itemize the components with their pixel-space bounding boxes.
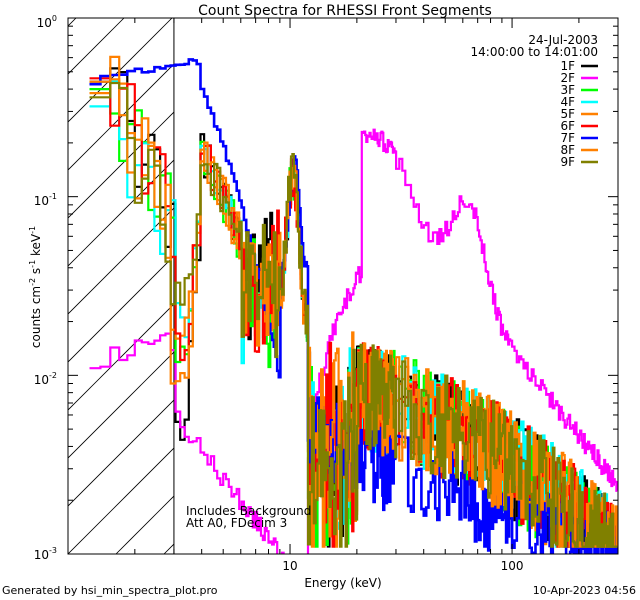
legend-label-6F: 6F — [560, 119, 575, 133]
legend-label-9F: 9F — [560, 155, 575, 169]
y-tick-label-1e0: 100 — [37, 14, 57, 30]
y-tick-label-1e-1: 10-1 — [34, 192, 57, 208]
x-tick-label-10: 10 — [282, 559, 297, 573]
hatch-line — [68, 18, 173, 123]
hatched-low-energy-region — [0, 0, 175, 554]
series-layer — [89, 55, 618, 554]
y-tick-label-1e-3: 10-3 — [34, 546, 57, 562]
axis-ticks — [67, 17, 619, 555]
hatch-line — [68, 447, 174, 554]
legend-label-1F: 1F — [560, 59, 575, 73]
series-2F-line — [89, 128, 618, 554]
hatch-line — [68, 207, 174, 315]
footer-timestamp: 10-Apr-2023 04:56 — [533, 584, 636, 597]
legend-label-8F: 8F — [560, 143, 575, 157]
annotation-attenuator: Att A0, FDecim 3 — [186, 516, 287, 530]
series-9F-line — [89, 81, 618, 548]
hatch-line — [68, 63, 174, 171]
x-axis-label: Energy (keV) — [304, 576, 381, 590]
legend-label-4F: 4F — [560, 95, 575, 109]
hatch-line — [68, 255, 174, 363]
chart-title: Count Spectra for RHESSI Front Segments — [198, 3, 492, 19]
legend-label-2F: 2F — [560, 71, 575, 85]
legend-label-5F: 5F — [560, 107, 575, 121]
annotation-background: Includes Background — [186, 504, 311, 518]
y-axis-label: counts cm-2 s-1 keV-1 — [28, 226, 43, 348]
x-tick-label-100: 100 — [501, 559, 524, 573]
footer-generator: Generated by hsi_min_spectra_plot.pro — [2, 584, 218, 597]
hatch-line — [0, 0, 52, 554]
plot-frame — [67, 17, 619, 555]
time-range: 14:00:00 to 14:01:00 — [471, 45, 598, 59]
legend-label-3F: 3F — [560, 83, 575, 97]
hatch-line — [68, 399, 174, 507]
observation-date: 24-Jul-2003 — [528, 33, 598, 47]
y-tick-label-1e-2: 10-2 — [34, 371, 57, 387]
legend-label-7F: 7F — [560, 131, 575, 145]
hatch-line — [68, 18, 77, 27]
